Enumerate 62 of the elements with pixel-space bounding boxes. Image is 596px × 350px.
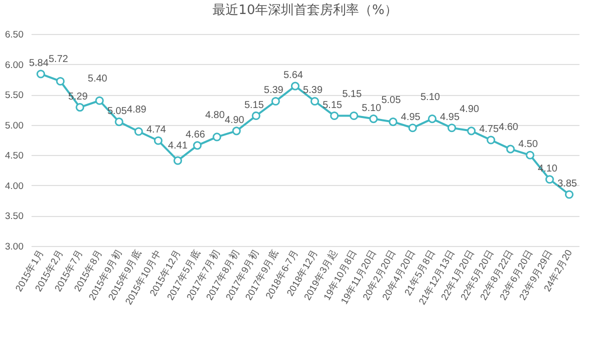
data-label: 5.15: [244, 100, 264, 111]
point: [95, 96, 104, 105]
y-tick-label: 5.00: [5, 120, 24, 132]
point: [369, 114, 378, 124]
point: [271, 96, 280, 106]
point: [330, 111, 339, 120]
data-label: 4.95: [400, 112, 421, 123]
data-label: 4.90: [224, 114, 245, 126]
point: [526, 150, 534, 160]
point: [545, 175, 554, 184]
y-tick-label: 5.50: [5, 90, 24, 102]
data-label: 4.90: [460, 104, 480, 115]
point: [76, 103, 84, 112]
point: [467, 126, 476, 136]
point: [564, 190, 574, 199]
data-label: 4.74: [146, 124, 166, 136]
data-label: 5.64: [283, 70, 304, 82]
point: [310, 96, 320, 106]
point: [486, 136, 496, 144]
point: [506, 144, 515, 154]
data-label: 5.15: [322, 100, 343, 111]
point: [56, 76, 65, 86]
data-label: 4.80: [205, 110, 226, 121]
point: [252, 111, 260, 120]
point: [428, 114, 436, 124]
data-label: 4.50: [518, 139, 538, 150]
data-label: 4.95: [440, 112, 460, 123]
data-label: 5.15: [342, 88, 362, 100]
y-tick-label: 4.50: [5, 150, 24, 162]
point: [212, 132, 222, 142]
point: [134, 127, 143, 136]
data-label: 5.39: [303, 85, 323, 96]
point: [408, 124, 417, 132]
point: [154, 136, 162, 145]
y-tick-label: 3.50: [5, 211, 24, 222]
point: [193, 141, 202, 150]
y-tick-label: 6.00: [5, 60, 24, 71]
data-label: 4.89: [126, 104, 147, 116]
point: [388, 118, 398, 126]
data-label: 4.75: [479, 124, 500, 135]
point: [290, 82, 300, 90]
data-label: 5.72: [48, 54, 69, 66]
data-label: 5.05: [381, 94, 402, 106]
data-label: 4.60: [498, 122, 519, 134]
data-label: 4.41: [168, 140, 188, 152]
point: [36, 70, 46, 78]
data-label: 5.84: [29, 58, 49, 69]
data-label: 3.85: [557, 178, 578, 190]
y-tick-label: 6.50: [5, 30, 24, 40]
y-tick-label: 4.00: [5, 180, 24, 192]
point: [350, 111, 358, 120]
data-label: 5.39: [264, 85, 284, 96]
data-label: 5.40: [88, 74, 108, 85]
chart-title: 最近10年深圳首套房利率（%）: [212, 2, 398, 18]
point: [448, 124, 456, 132]
y-tick-label: 3.00: [5, 242, 24, 252]
data-label: 5.10: [362, 102, 382, 114]
data-label: 5.10: [420, 92, 440, 103]
point: [174, 156, 182, 165]
point: [232, 126, 241, 136]
data-label: 4.66: [186, 129, 206, 140]
point: [114, 118, 124, 126]
